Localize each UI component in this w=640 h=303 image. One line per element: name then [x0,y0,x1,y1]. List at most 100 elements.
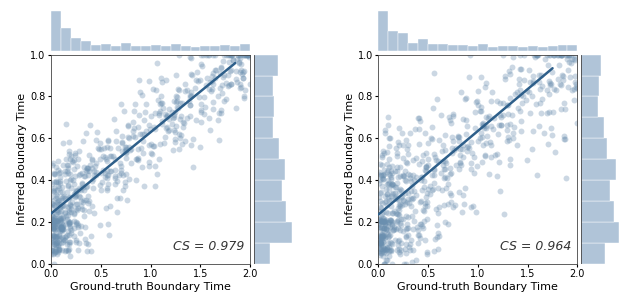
Point [73,224,83,229]
Point [100,157,111,162]
Point [47,163,58,168]
Point [51,243,61,248]
Point [58,163,68,168]
Text: CS = 0.964: CS = 0.964 [500,240,572,253]
Point [374,249,385,254]
Point [383,165,394,169]
Point [374,240,385,245]
Point [378,176,388,181]
Point [230,106,241,111]
Point [436,171,446,176]
Point [377,226,387,231]
Point [88,172,99,177]
Point [52,239,62,244]
Point [66,230,76,235]
Point [51,165,61,170]
Point [51,218,61,223]
Point [110,157,120,161]
Point [373,223,383,228]
Point [423,162,433,167]
Point [399,261,409,266]
Point [156,108,166,113]
Point [472,99,483,104]
Point [388,225,399,230]
Point [202,76,212,81]
Point [237,69,248,74]
Point [214,111,225,115]
Point [385,173,396,178]
Point [196,52,207,57]
Point [57,227,67,231]
Point [378,175,388,180]
Point [562,52,572,57]
Bar [408,43,418,51]
Point [396,227,406,232]
Point [170,137,180,142]
Point [171,94,181,98]
Point [68,219,79,224]
Point [380,222,390,227]
Bar [538,47,548,51]
Point [387,182,397,187]
Point [502,138,513,143]
Point [384,234,394,239]
Point [221,97,231,102]
Point [374,198,385,203]
Point [116,168,126,172]
Point [95,182,106,187]
Point [49,217,59,222]
Point [374,208,385,213]
Point [184,113,195,118]
Point [210,52,220,57]
Point [114,173,124,178]
Point [86,234,96,238]
Point [380,261,390,266]
Point [49,172,59,177]
Point [56,235,67,239]
Point [492,152,502,156]
Point [414,116,424,121]
Point [463,143,474,148]
Point [564,52,575,57]
Point [549,52,559,57]
Point [422,217,432,221]
Point [118,188,128,193]
Point [438,166,449,171]
Point [451,146,461,151]
Point [56,223,66,228]
Point [554,63,564,68]
Point [428,137,438,142]
Point [378,226,388,231]
Point [218,52,228,57]
Point [420,165,431,169]
Point [458,143,468,148]
Point [53,248,63,252]
Point [104,146,115,151]
Point [215,71,225,76]
Point [86,178,97,183]
Point [466,204,476,209]
Point [532,52,542,57]
Point [46,195,56,200]
Point [138,150,148,155]
Point [92,130,102,135]
Point [212,94,223,99]
Point [470,110,480,115]
Point [429,167,439,171]
Point [86,165,97,170]
Point [567,87,577,92]
Point [204,127,214,132]
Point [151,88,161,93]
Point [405,175,415,180]
Point [61,221,71,226]
Point [570,52,580,57]
Point [49,240,59,245]
Point [477,143,488,148]
Point [186,142,196,147]
Point [91,138,101,142]
Point [392,206,403,211]
Point [376,251,386,255]
Point [478,120,488,125]
Point [378,240,388,245]
Point [381,218,391,223]
